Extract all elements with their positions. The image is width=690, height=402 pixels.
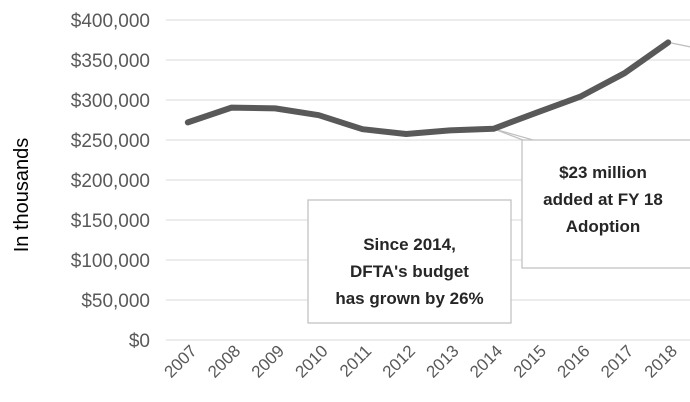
x-tick-label: 2012 — [379, 341, 419, 381]
y-tick-label: $50,000 — [81, 291, 150, 312]
y-tick-label: $350,000 — [71, 51, 150, 72]
callout-text-line: $23 million — [559, 163, 647, 182]
x-tick-label: 2018 — [641, 341, 681, 381]
callout-text-line: DFTA's budget — [350, 262, 469, 281]
x-tick-label: 2009 — [248, 341, 288, 381]
y-axis-ticks: $0 $50,000 $100,000 $150,000 $200,000 $250,00… — [71, 11, 150, 352]
x-tick-label: 2008 — [204, 341, 244, 381]
y-tick-label: $0 — [129, 331, 150, 352]
x-tick-label: 2011 — [336, 341, 375, 380]
x-tick-label: 2015 — [510, 341, 550, 381]
y-tick-label: $250,000 — [71, 131, 150, 152]
x-tick-label: 2014 — [466, 341, 506, 381]
x-tick-label: 2010 — [291, 341, 331, 381]
callout-box — [307, 199, 512, 324]
x-tick-label: 2017 — [597, 341, 637, 381]
x-tick-label: 2016 — [553, 341, 593, 381]
series — [184, 39, 672, 137]
callouts: Since 2014, DFTA's budget has grown by 26%… — [307, 41, 690, 324]
callout-text-line: Since 2014, — [363, 235, 456, 254]
callout-pointer — [668, 41, 690, 48]
callout-text-line: has grown by 26% — [335, 289, 483, 308]
callout-box — [521, 139, 690, 269]
x-axis-ticks: 2007 2008 2009 2010 2011 2012 2013 2014 2015 2016… — [160, 341, 681, 381]
grid — [166, 19, 690, 341]
x-tick-label: 2007 — [160, 341, 200, 381]
x-tick-label: 2013 — [422, 341, 462, 381]
y-tick-label: $300,000 — [71, 91, 150, 112]
callout-text-line: Adoption — [566, 217, 641, 236]
callout-text-line: added at FY 18 — [543, 190, 663, 209]
y-tick-label: $200,000 — [71, 171, 150, 192]
y-axis-label: In thousands — [11, 138, 33, 253]
callout: $23 million added at FY 18 Adoption — [521, 41, 690, 269]
series-line — [184, 39, 672, 137]
y-tick-label: $100,000 — [71, 251, 150, 272]
y-tick-label: $400,000 — [71, 11, 150, 32]
y-tick-label: $150,000 — [71, 211, 150, 232]
